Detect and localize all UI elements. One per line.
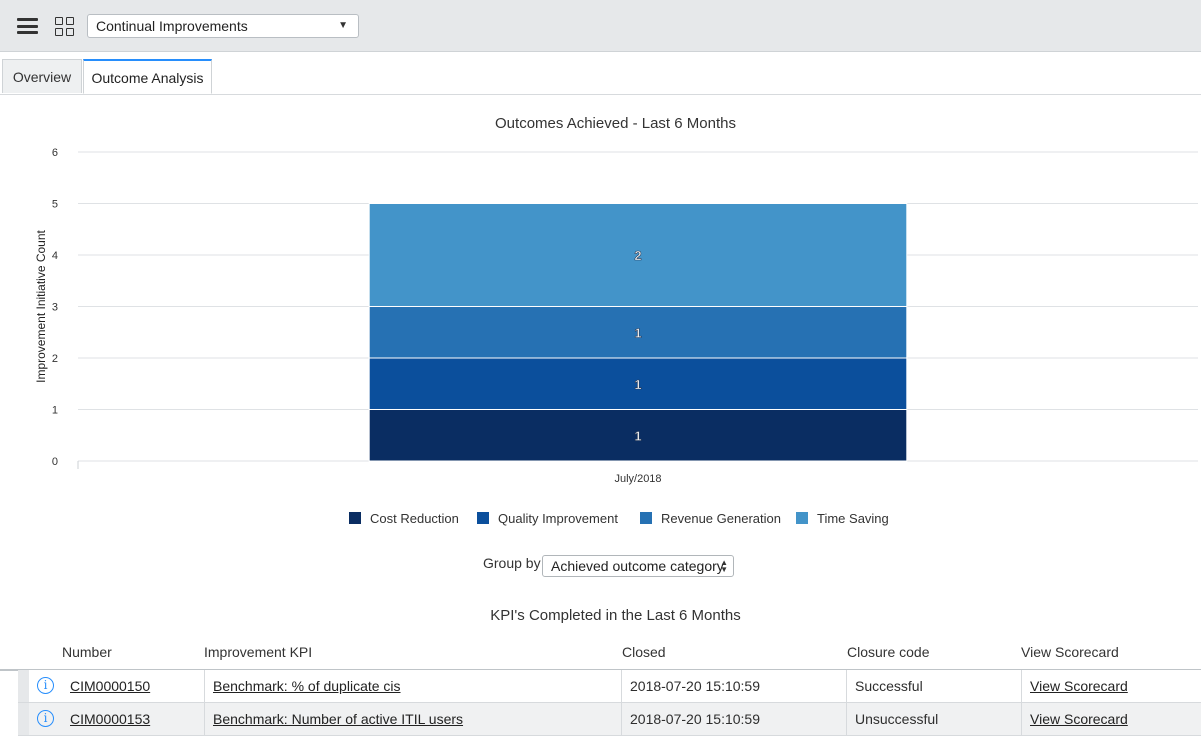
legend-label: Time Saving [817, 511, 889, 526]
bar-segment-time-saving [368, 203, 908, 307]
kpi-link[interactable]: Benchmark: % of duplicate cis [213, 678, 401, 694]
tab-bar: Overview Outcome Analysis [0, 52, 1201, 95]
number-cell: CIM0000153 [62, 703, 204, 735]
legend-label: Revenue Generation [661, 511, 781, 526]
dropdown-arrow-icon: ▼ [338, 20, 348, 31]
info-icon[interactable]: i [37, 677, 54, 694]
dashboard-select-value: Continual Improvements [96, 18, 248, 34]
number-cell: CIM0000150 [62, 670, 204, 702]
record-number-link[interactable]: CIM0000150 [70, 678, 151, 694]
y-tick-label: 0 [52, 456, 58, 468]
legend-swatch [349, 512, 361, 524]
y-tick-label: 2 [52, 353, 58, 365]
bar-segment-quality-improvement [368, 357, 908, 410]
hamburger-menu-icon[interactable] [17, 18, 38, 34]
column-header-number[interactable]: Number [62, 644, 112, 660]
table-header: Number Improvement KPI Closed Closure co… [0, 641, 1201, 671]
bar-segment-cost-reduction [368, 409, 908, 462]
table-row: i CIM0000150 Benchmark: % of duplicate c… [18, 670, 1201, 703]
closed-cell: 2018-07-20 15:10:59 [621, 670, 846, 702]
tab-outcome-analysis[interactable]: Outcome Analysis [83, 59, 212, 94]
column-header-closed[interactable]: Closed [622, 644, 666, 660]
group-by-select[interactable]: Achieved outcome category ▲ ▼ [542, 555, 734, 577]
data-label: 1 [634, 377, 641, 392]
data-label: 1 [634, 325, 641, 340]
y-tick-label: 6 [52, 147, 58, 159]
table-row: i CIM0000153 Benchmark: Number of active… [18, 703, 1201, 736]
stacked-bar-chart: 0 1 2 3 4 5 6 Improvement Initiative Count 1 1 1 2 J… [34, 147, 1198, 485]
group-by-label: Group by [483, 555, 541, 571]
row-selector [18, 703, 29, 735]
data-label: 2 [634, 248, 641, 263]
kpi-link[interactable]: Benchmark: Number of active ITIL users [213, 711, 464, 727]
column-header-improvement-kpi[interactable]: Improvement KPI [204, 644, 313, 660]
tab-overview[interactable]: Overview [2, 59, 82, 93]
bar-segment-revenue-generation [368, 306, 908, 359]
dashboard-select[interactable]: Continual Improvements ▼ [87, 14, 359, 38]
y-tick-label: 4 [52, 250, 58, 262]
scorecard-cell: View Scorecard [1021, 670, 1201, 702]
chart-title: Outcomes Achieved - Last 6 Months [495, 115, 736, 132]
column-header-view-scorecard[interactable]: View Scorecard [1021, 644, 1119, 660]
y-tick-label: 1 [52, 405, 58, 417]
select-arrows-icon: ▲ ▼ [720, 558, 728, 574]
info-icon[interactable]: i [37, 710, 54, 727]
grid-icon[interactable] [55, 17, 75, 37]
row-selector [18, 670, 29, 702]
legend-swatch [640, 512, 652, 524]
kpi-cell: Benchmark: % of duplicate cis [204, 670, 621, 702]
legend-swatch [477, 512, 489, 524]
view-scorecard-link[interactable]: View Scorecard [1030, 711, 1128, 727]
closure-code-cell: Successful [846, 670, 1021, 702]
group-by-value: Achieved outcome category [551, 558, 724, 574]
x-tick-label: July/2018 [614, 473, 661, 485]
y-axis-label: Improvement Initiative Count [34, 229, 48, 382]
y-tick-label: 3 [52, 302, 58, 314]
legend-label: Quality Improvement [498, 511, 618, 526]
closure-code-cell: Unsuccessful [846, 703, 1021, 735]
y-tick-label: 5 [52, 199, 58, 211]
data-label: 1 [634, 428, 641, 443]
kpi-table-title: KPI's Completed in the Last 6 Months [490, 607, 741, 624]
column-header-closure-code[interactable]: Closure code [847, 644, 930, 660]
legend-label: Cost Reduction [370, 511, 459, 526]
view-scorecard-link[interactable]: View Scorecard [1030, 678, 1128, 694]
record-number-link[interactable]: CIM0000153 [70, 711, 151, 727]
scorecard-cell: View Scorecard [1021, 703, 1201, 735]
legend-swatch [796, 512, 808, 524]
top-bar: Continual Improvements ▼ [0, 0, 1201, 52]
closed-cell: 2018-07-20 15:10:59 [621, 703, 846, 735]
kpi-cell: Benchmark: Number of active ITIL users [204, 703, 621, 735]
